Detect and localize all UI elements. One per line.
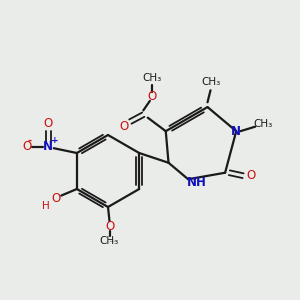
Text: CH₃: CH₃ <box>100 236 119 247</box>
Text: O: O <box>247 169 256 182</box>
Text: N: N <box>231 125 241 138</box>
Text: O: O <box>105 220 114 233</box>
Text: NH: NH <box>187 176 206 189</box>
Text: O: O <box>51 191 60 205</box>
Text: O: O <box>148 90 157 103</box>
Text: CH₃: CH₃ <box>254 119 273 129</box>
Text: CH₃: CH₃ <box>201 77 220 88</box>
Text: H: H <box>42 201 50 212</box>
Text: +: + <box>51 136 59 145</box>
Text: methoxy: methoxy <box>110 240 116 242</box>
Text: O: O <box>119 120 128 133</box>
Text: -: - <box>27 135 32 146</box>
Text: N: N <box>43 140 53 154</box>
Text: O: O <box>23 140 32 154</box>
Text: CH₃: CH₃ <box>142 73 162 83</box>
Text: O: O <box>44 117 53 130</box>
